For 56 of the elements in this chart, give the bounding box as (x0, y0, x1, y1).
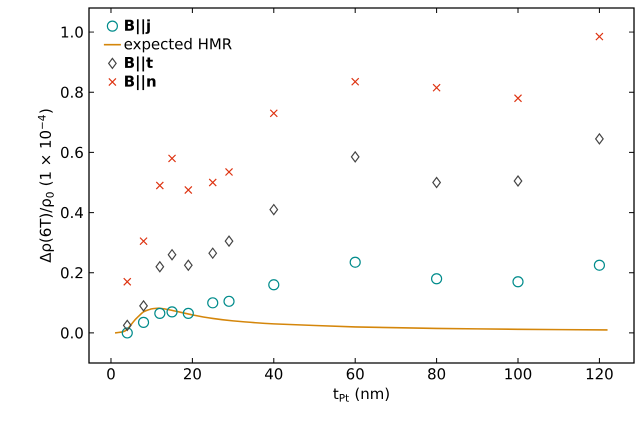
point (184, 260, 193, 271)
y-tick-label: 1.0 (62, 26, 83, 38)
point (182, 308, 194, 319)
x-tick-label: 40 (265, 368, 282, 380)
x-tick-label: 20 (184, 368, 201, 380)
point (123, 278, 132, 286)
point (595, 133, 604, 144)
point (224, 168, 234, 176)
point (512, 276, 524, 288)
point (208, 248, 218, 259)
point (595, 32, 604, 41)
point (350, 256, 361, 268)
point (138, 316, 150, 328)
y-tick-label: 0.8 (61, 86, 83, 98)
line-series (114, 307, 608, 334)
x-tick-label: 80 (428, 368, 446, 380)
point (223, 296, 235, 307)
point (139, 300, 148, 312)
legend-label: B||t (125, 56, 153, 72)
point (350, 151, 360, 163)
x-tick-label: 0 (107, 368, 115, 380)
point (122, 327, 133, 339)
point (432, 176, 441, 188)
point (269, 204, 278, 216)
legend-label: expected HMR (124, 38, 232, 52)
point (122, 320, 132, 331)
point (139, 237, 148, 246)
point (594, 260, 606, 271)
y-axis-title: Δρ(6T)/ρ$_{0}$ (1 × 10$^{−4}$) (38, 110, 54, 263)
point (168, 154, 176, 163)
point (184, 186, 192, 194)
point (514, 94, 522, 102)
point (156, 181, 164, 190)
x-tick-label: 100 (505, 368, 532, 380)
point (208, 178, 217, 187)
y-tick-label: 0.2 (61, 267, 82, 278)
point (224, 236, 234, 247)
point (166, 306, 178, 318)
point (351, 78, 360, 86)
x-axis-title: t$_{Pt}$ (nm) (333, 388, 389, 402)
point (270, 109, 278, 118)
x-tick-label: 120 (586, 368, 613, 380)
point (432, 84, 441, 92)
y-tick-label: 0.6 (61, 146, 83, 158)
legend-label: B||n (125, 75, 156, 90)
point (431, 273, 442, 284)
y-tick-label: 0.0 (61, 327, 83, 339)
x-tick-label: 60 (346, 368, 364, 380)
point (268, 279, 280, 290)
point (154, 308, 166, 319)
point (207, 297, 218, 308)
point (514, 175, 522, 187)
point (155, 261, 164, 272)
point (168, 249, 176, 260)
y-tick-label: 0.4 (61, 206, 83, 218)
legend-label: B||j (125, 19, 150, 34)
